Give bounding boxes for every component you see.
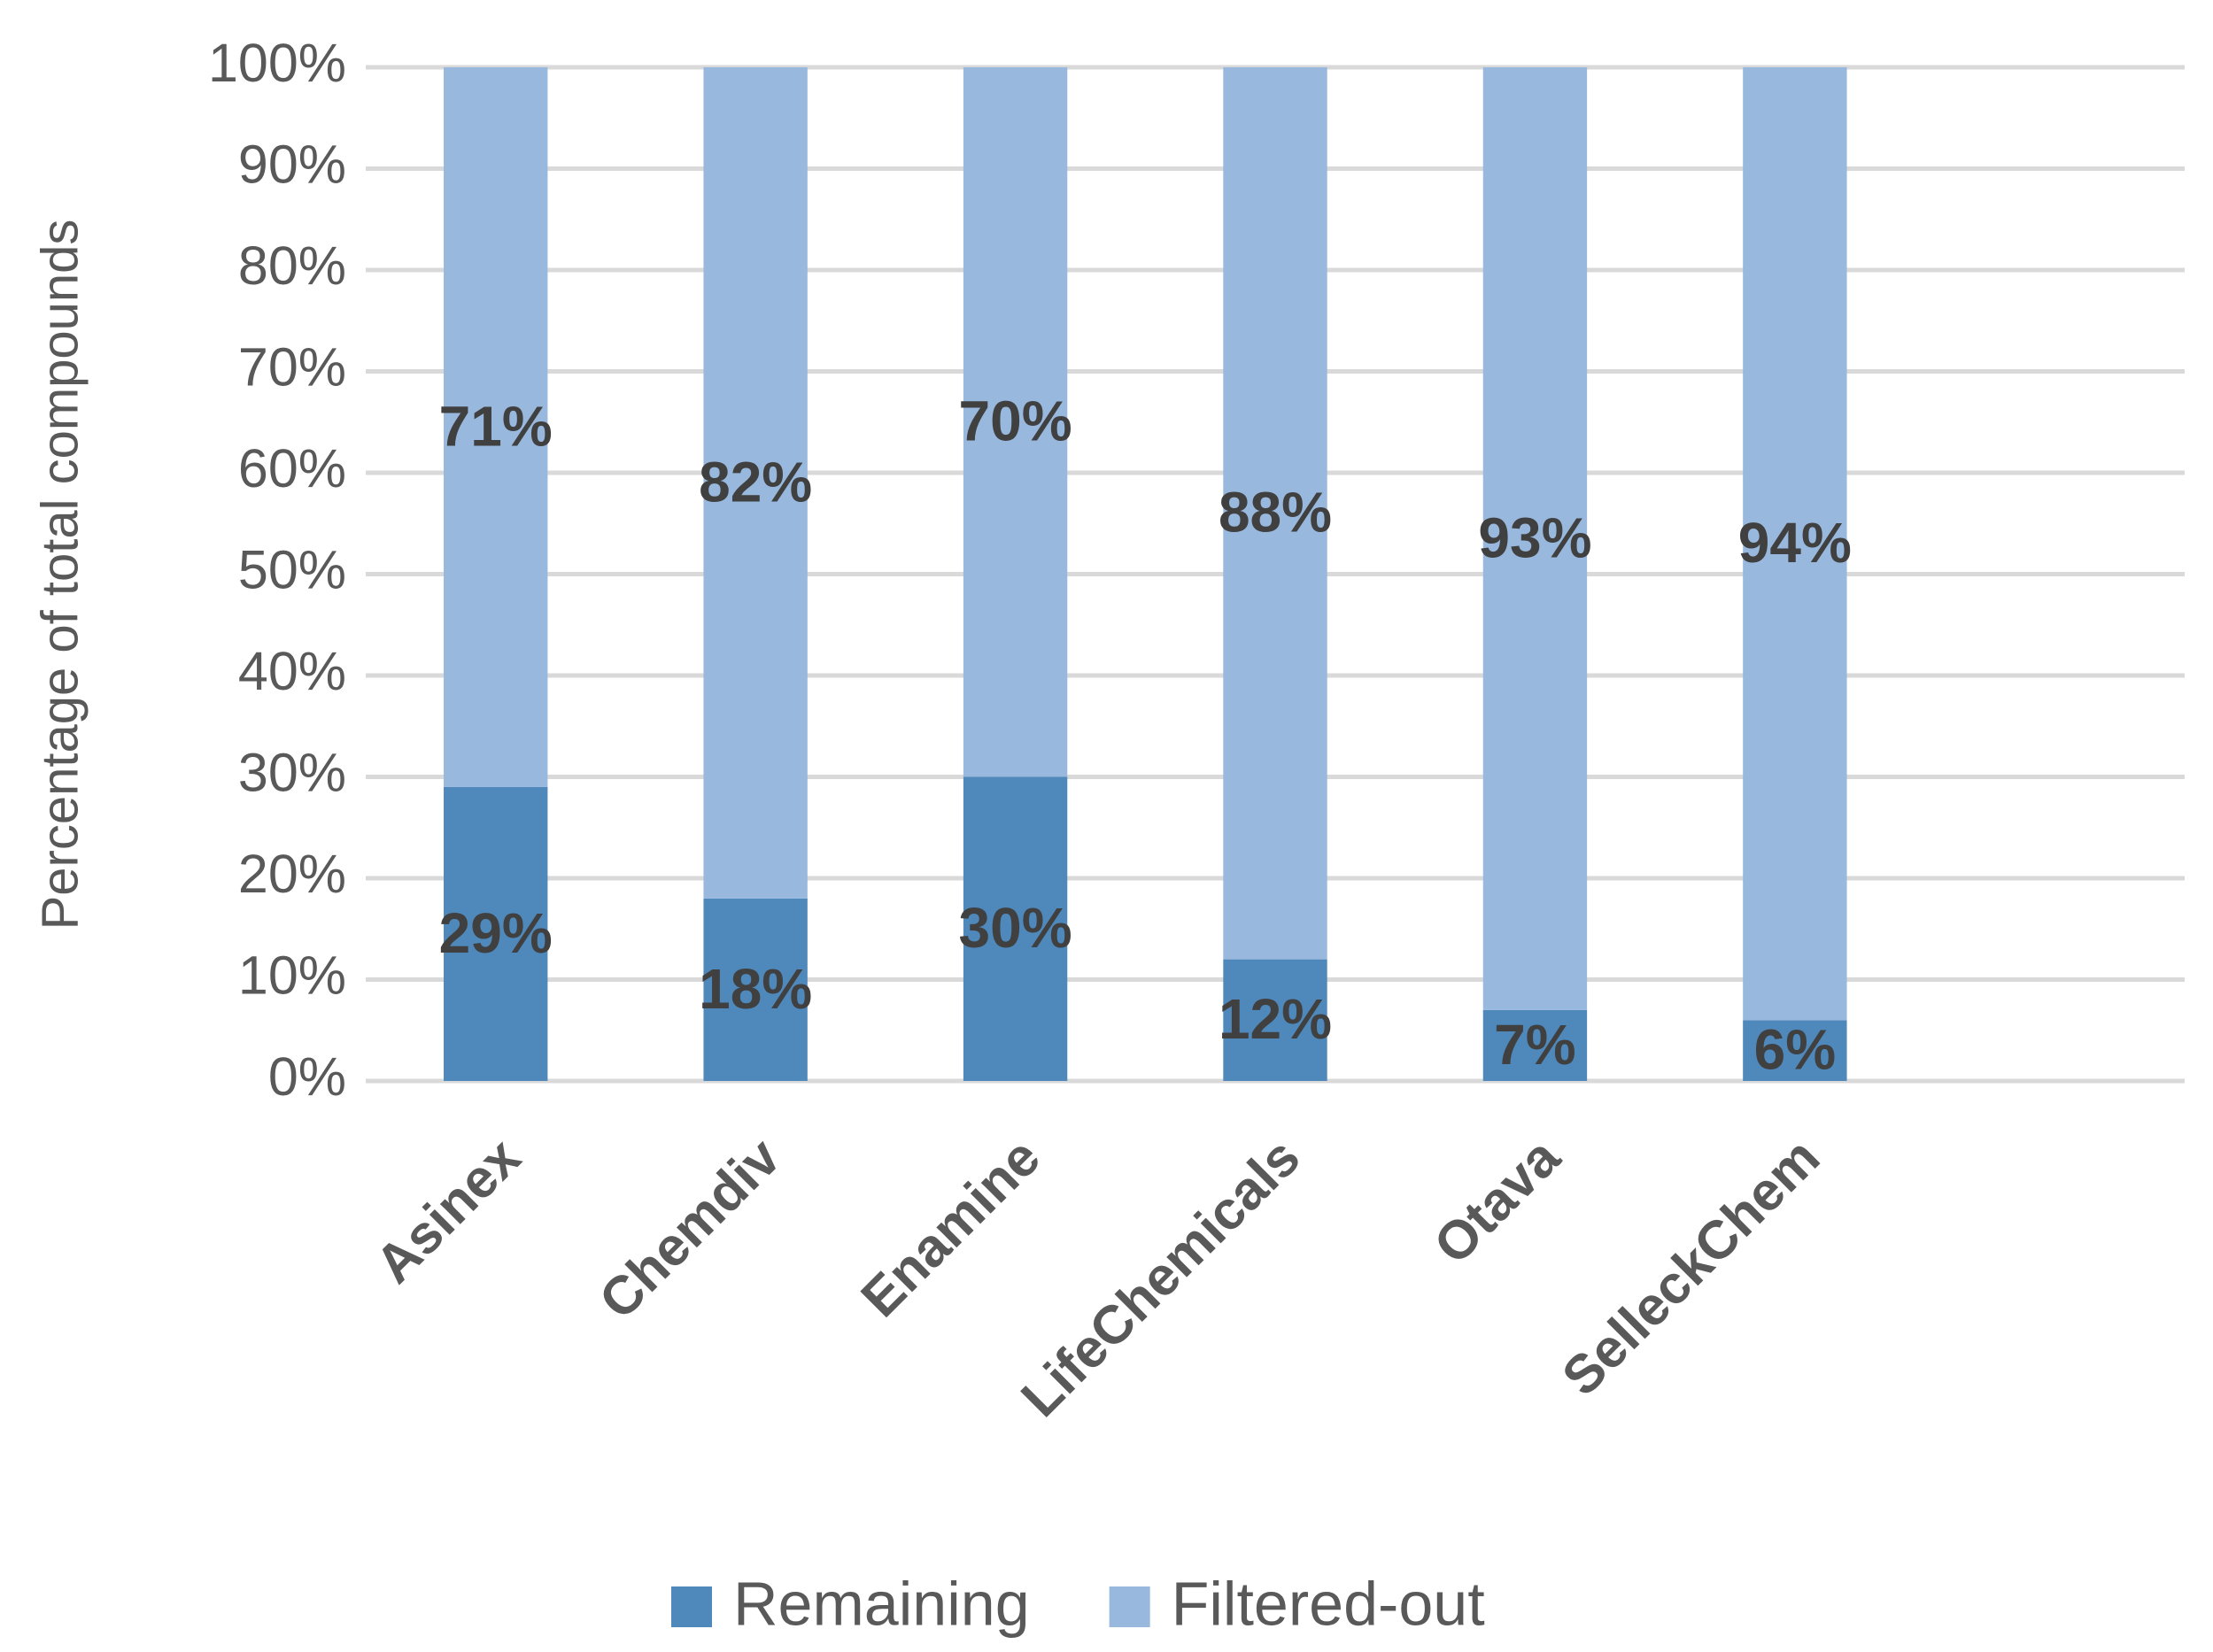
y-tick-label: 40% xyxy=(238,641,346,701)
y-tick-label: 70% xyxy=(238,337,346,398)
x-tick-label: Chemdiv xyxy=(587,1126,791,1330)
data-label: 6% xyxy=(1754,1018,1837,1082)
bar-segment xyxy=(1223,959,1327,1081)
y-tick-label: 30% xyxy=(238,743,346,803)
legend-swatch xyxy=(671,1586,712,1627)
y-tick-label: 20% xyxy=(238,844,346,904)
x-tick-label: Enamine xyxy=(849,1127,1051,1329)
bar-segment xyxy=(1482,1009,1588,1081)
x-tick-label: SelleckChem xyxy=(1551,1127,1831,1408)
legend-label: Remaining xyxy=(733,1569,1030,1638)
bar-segment xyxy=(703,67,808,899)
data-label: 94% xyxy=(1738,511,1852,575)
bar-segment xyxy=(963,776,1068,1081)
y-tick-label: 50% xyxy=(238,540,346,600)
bar-segment xyxy=(1743,1020,1847,1081)
data-label: 7% xyxy=(1494,1013,1576,1077)
bar-segment xyxy=(444,67,548,787)
y-tick-label: 100% xyxy=(208,33,346,93)
bar-segment xyxy=(444,786,548,1081)
x-tick-label: Asinex xyxy=(364,1126,532,1294)
data-label: 29% xyxy=(439,901,553,965)
x-tick-label: Otava xyxy=(1422,1126,1572,1276)
y-tick-label: 0% xyxy=(268,1046,346,1107)
data-label: 88% xyxy=(1219,481,1332,544)
data-label: 82% xyxy=(699,450,812,513)
bar-segment xyxy=(1223,67,1327,960)
bar-segment xyxy=(963,67,1068,777)
bar-segment xyxy=(703,898,808,1081)
y-tick-label: 10% xyxy=(238,946,346,1006)
legend-swatch xyxy=(1109,1586,1150,1627)
data-label: 18% xyxy=(699,957,812,1021)
legend-label: Filtered-out xyxy=(1172,1569,1485,1638)
data-label: 71% xyxy=(439,394,553,458)
bar-segment xyxy=(1743,67,1847,1021)
data-label: 70% xyxy=(959,390,1072,453)
y-axis-title: Percentage of total compounds xyxy=(31,220,89,930)
y-tick-label: 60% xyxy=(238,438,346,498)
y-tick-label: 90% xyxy=(238,135,346,195)
data-label: 12% xyxy=(1219,987,1332,1051)
y-tick-label: 80% xyxy=(238,235,346,296)
data-label: 30% xyxy=(959,896,1072,960)
bar-segment xyxy=(1482,67,1588,1010)
x-tick-label: LifeChemicals xyxy=(1010,1127,1312,1429)
data-label: 93% xyxy=(1478,506,1591,569)
